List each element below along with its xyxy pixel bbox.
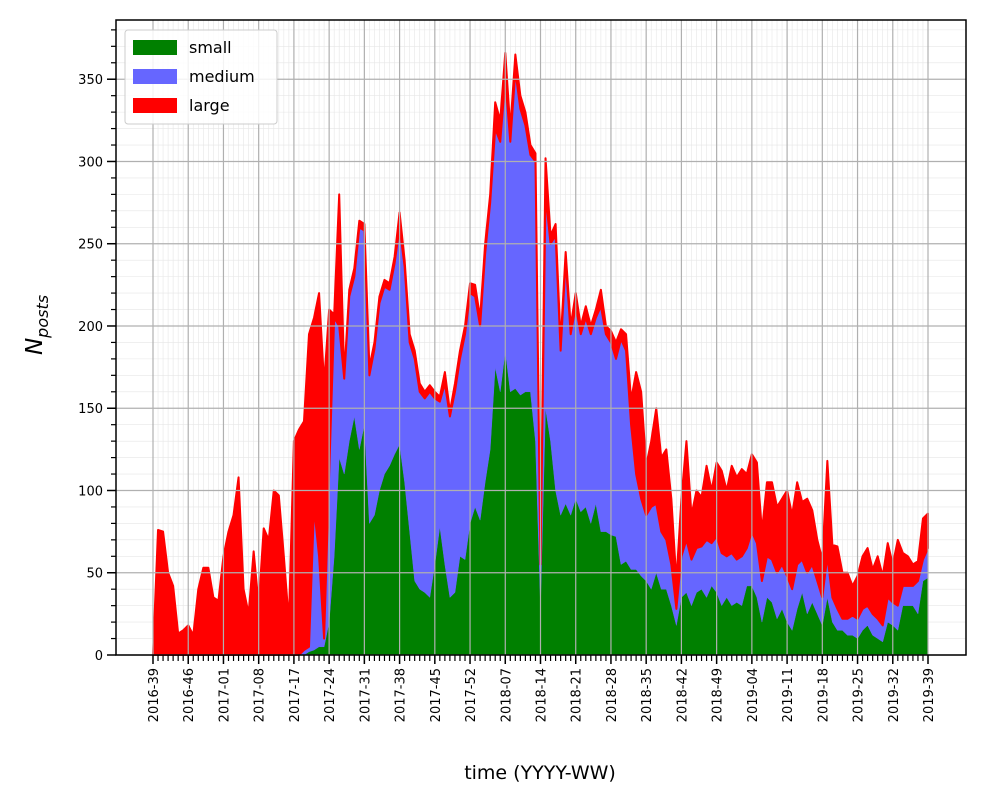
y-tick-label: 250 (78, 238, 103, 253)
x-tick-label: 2019-25 (852, 668, 867, 722)
x-tick-label: 2018-14 (535, 668, 550, 722)
x-tick-label: 2017-08 (253, 668, 268, 722)
x-tick-label: 2016-39 (147, 668, 162, 722)
x-tick-label: 2018-21 (570, 668, 585, 722)
x-tick-label: 2018-42 (675, 668, 690, 722)
legend-swatch (133, 98, 177, 113)
x-tick-label: 2017-01 (217, 668, 232, 722)
x-tick-label: 2018-07 (499, 668, 514, 722)
legend-label: medium (189, 67, 255, 86)
y-tick-label: 100 (78, 484, 103, 499)
y-axis-label-main: N (22, 338, 48, 355)
x-tick-label: 2018-49 (711, 668, 726, 722)
y-tick-label: 350 (78, 73, 103, 88)
y-tick-label: 50 (86, 567, 103, 582)
legend-label: large (189, 96, 230, 115)
x-tick-label: 2017-38 (394, 668, 409, 722)
x-tick-label: 2017-31 (358, 668, 373, 722)
legend-label: small (189, 38, 232, 57)
y-tick-label: 300 (78, 155, 103, 170)
legend-swatch (133, 69, 177, 84)
y-tick-label: 200 (78, 320, 103, 335)
y-axis-label: Nposts (22, 295, 52, 355)
y-axis-label-sub: posts (33, 295, 52, 339)
x-axis-label: time (YYYY-WW) (464, 762, 616, 784)
x-tick-label: 2017-17 (288, 668, 303, 722)
x-tick-label: 2019-18 (816, 668, 831, 722)
x-tick-label: 2018-28 (605, 668, 620, 722)
x-tick-label: 2017-52 (464, 668, 479, 722)
x-tick-label: 2018-35 (640, 668, 655, 722)
y-tick-label: 150 (78, 402, 103, 417)
x-tick-label: 2019-11 (781, 668, 796, 722)
x-tick-label: 2017-24 (323, 668, 338, 722)
x-tick-label: 2019-04 (746, 668, 761, 722)
x-tick-label: 2017-45 (429, 668, 444, 722)
x-tick-label: 2016-46 (182, 668, 197, 722)
legend-swatch (133, 40, 177, 55)
x-tick-label: 2019-32 (887, 668, 902, 722)
y-tick-label: 0 (95, 649, 103, 664)
x-tick-label: 2019-39 (922, 668, 937, 722)
